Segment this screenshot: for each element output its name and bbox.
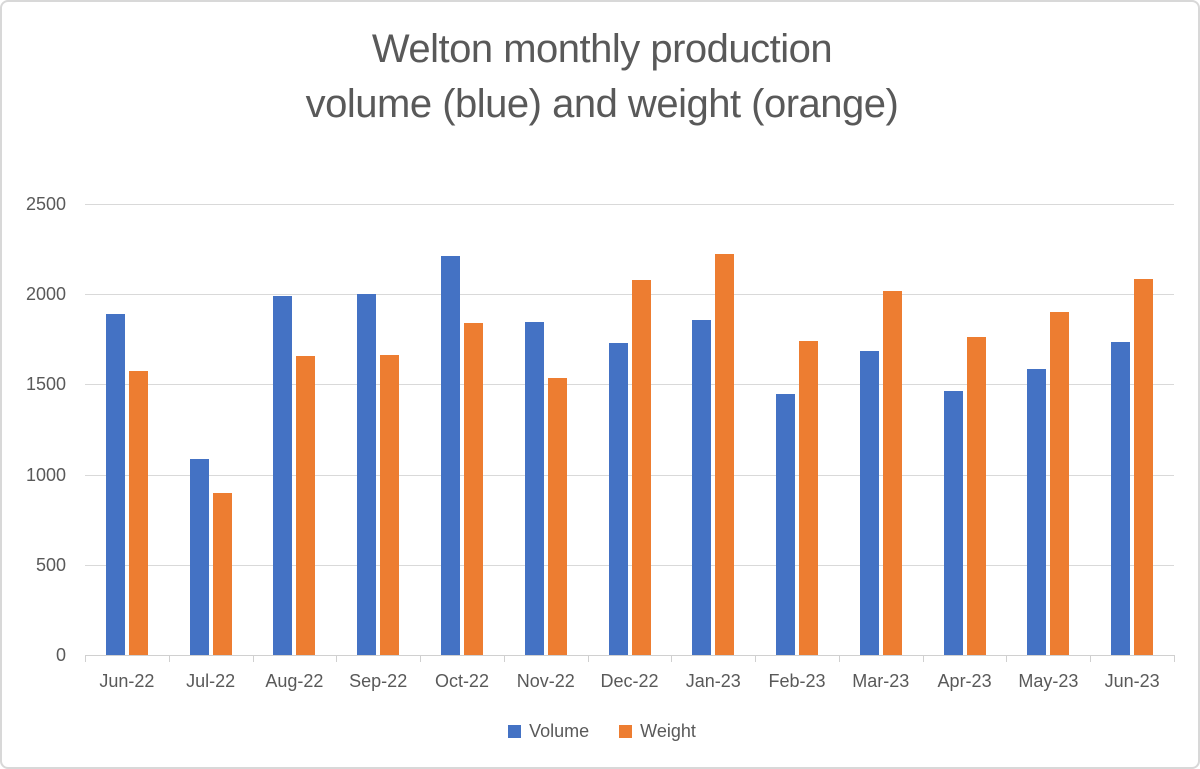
legend: Volume Weight bbox=[2, 721, 1198, 742]
legend-item-weight: Weight bbox=[619, 721, 696, 742]
bar-volume-aug-22 bbox=[273, 296, 293, 655]
bar-weight-jun-23 bbox=[1134, 278, 1154, 655]
gridline-1000 bbox=[85, 474, 1174, 476]
y-axis-label-1000: 1000 bbox=[25, 464, 66, 485]
bar-weight-oct-22 bbox=[463, 323, 483, 655]
gridline-2500 bbox=[85, 204, 1174, 205]
x-axis-label-dec-22: Dec-22 bbox=[600, 671, 659, 691]
bar-weight-aug-22 bbox=[296, 355, 316, 655]
x-axis-label-jun-22: Jun-22 bbox=[99, 671, 155, 691]
bar-volume-jun-22 bbox=[105, 314, 125, 655]
x-axis-tick bbox=[420, 656, 422, 662]
x-axis-tick bbox=[85, 656, 86, 662]
x-axis-tick bbox=[1174, 656, 1175, 662]
x-axis-tick bbox=[922, 656, 924, 662]
bar-volume-dec-22 bbox=[608, 342, 628, 655]
x-axis-label-may-23: May-23 bbox=[1018, 671, 1079, 691]
x-axis-tick bbox=[503, 656, 505, 662]
bar-volume-jul-22 bbox=[189, 459, 209, 655]
y-axis-label-2000: 2000 bbox=[25, 284, 66, 305]
x-axis-tick bbox=[1006, 656, 1008, 662]
x-axis-tick bbox=[336, 656, 338, 662]
chart-title-line2: volume (blue) and weight (orange) bbox=[305, 82, 899, 126]
y-axis-label-1500: 1500 bbox=[25, 374, 66, 395]
x-axis-label-jan-23: Jan-23 bbox=[685, 671, 741, 691]
chart-title: Welton monthly production volume (blue) … bbox=[2, 22, 1198, 132]
x-axis-label-jul-22: Jul-22 bbox=[186, 671, 236, 691]
bar-weight-feb-23 bbox=[799, 341, 819, 655]
y-axis-label-500: 500 bbox=[35, 554, 66, 575]
bar-volume-oct-22 bbox=[440, 256, 460, 655]
bar-weight-may-23 bbox=[1050, 312, 1070, 655]
x-axis-tick bbox=[252, 656, 254, 662]
bar-weight-sep-22 bbox=[380, 354, 400, 655]
y-axis-label-0: 0 bbox=[55, 645, 66, 665]
bar-volume-jun-23 bbox=[1111, 342, 1131, 655]
x-axis-label-sep-22: Sep-22 bbox=[349, 671, 408, 691]
x-axis-label-aug-22: Aug-22 bbox=[265, 671, 324, 691]
x-axis-tick bbox=[755, 656, 757, 662]
bar-weight-jul-22 bbox=[212, 492, 232, 655]
bar-volume-mar-23 bbox=[859, 351, 879, 655]
x-axis-label-oct-22: Oct-22 bbox=[434, 671, 489, 691]
bar-volume-sep-22 bbox=[357, 294, 377, 655]
x-axis-tick bbox=[671, 656, 673, 662]
legend-item-volume: Volume bbox=[508, 721, 589, 742]
legend-label-weight: Weight bbox=[640, 721, 696, 741]
bar-weight-jan-23 bbox=[715, 253, 735, 655]
x-axis-label-jun-23: Jun-23 bbox=[1104, 671, 1160, 691]
x-axis-tick bbox=[1090, 656, 1092, 662]
bar-volume-jan-23 bbox=[692, 320, 712, 655]
bar-weight-dec-22 bbox=[631, 279, 651, 655]
bar-weight-nov-22 bbox=[547, 378, 567, 655]
x-axis-label-mar-23: Mar-23 bbox=[852, 671, 910, 691]
legend-label-volume: Volume bbox=[529, 721, 590, 741]
x-axis-label-apr-23: Apr-23 bbox=[937, 671, 992, 691]
x-axis-label-nov-22: Nov-22 bbox=[516, 671, 575, 691]
bar-weight-jun-22 bbox=[128, 370, 148, 655]
bar-weight-mar-23 bbox=[882, 290, 902, 655]
bar-volume-may-23 bbox=[1027, 369, 1047, 655]
gridline-1500 bbox=[85, 384, 1174, 386]
x-axis-line bbox=[85, 655, 1175, 656]
bar-volume-apr-23 bbox=[943, 390, 963, 655]
bar-weight-apr-23 bbox=[966, 337, 986, 655]
x-axis-tick bbox=[587, 656, 589, 662]
legend-swatch-volume bbox=[508, 725, 522, 738]
x-axis-tick bbox=[838, 656, 840, 662]
legend-swatch-weight bbox=[619, 725, 633, 738]
gridline-2000 bbox=[85, 294, 1174, 296]
x-axis-label-feb-23: Feb-23 bbox=[768, 671, 826, 691]
x-axis-tick bbox=[168, 656, 170, 662]
bar-volume-nov-22 bbox=[524, 322, 544, 655]
gridline-500 bbox=[85, 564, 1174, 566]
y-axis-label-2500: 2500 bbox=[25, 194, 66, 214]
bar-volume-feb-23 bbox=[776, 394, 796, 655]
chart-title-line1: Welton monthly production bbox=[371, 27, 833, 71]
